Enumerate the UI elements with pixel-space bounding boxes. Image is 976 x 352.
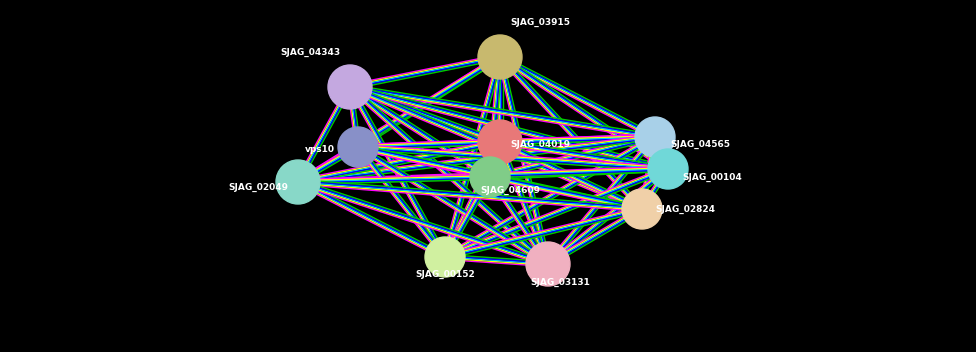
Circle shape bbox=[478, 120, 522, 164]
Circle shape bbox=[338, 127, 378, 167]
Circle shape bbox=[425, 237, 465, 277]
Circle shape bbox=[526, 242, 570, 286]
Text: SJAG_00152: SJAG_00152 bbox=[415, 269, 475, 278]
Text: SJAG_00104: SJAG_00104 bbox=[682, 172, 742, 182]
Circle shape bbox=[635, 117, 675, 157]
Text: SJAG_03915: SJAG_03915 bbox=[510, 18, 570, 26]
Text: SJAG_04343: SJAG_04343 bbox=[280, 48, 340, 57]
Circle shape bbox=[648, 149, 688, 189]
Circle shape bbox=[478, 35, 522, 79]
Text: SJAG_02049: SJAG_02049 bbox=[228, 182, 288, 191]
Circle shape bbox=[276, 160, 320, 204]
Text: SJAG_03131: SJAG_03131 bbox=[530, 277, 590, 287]
Circle shape bbox=[470, 157, 510, 197]
Text: SJAG_04019: SJAG_04019 bbox=[510, 139, 570, 149]
Text: SJAG_02824: SJAG_02824 bbox=[655, 205, 715, 214]
Circle shape bbox=[328, 65, 372, 109]
Text: SJAG_04565: SJAG_04565 bbox=[670, 139, 730, 149]
Text: SJAG_04609: SJAG_04609 bbox=[480, 186, 540, 195]
Circle shape bbox=[622, 189, 662, 229]
Text: vps10: vps10 bbox=[305, 145, 335, 153]
